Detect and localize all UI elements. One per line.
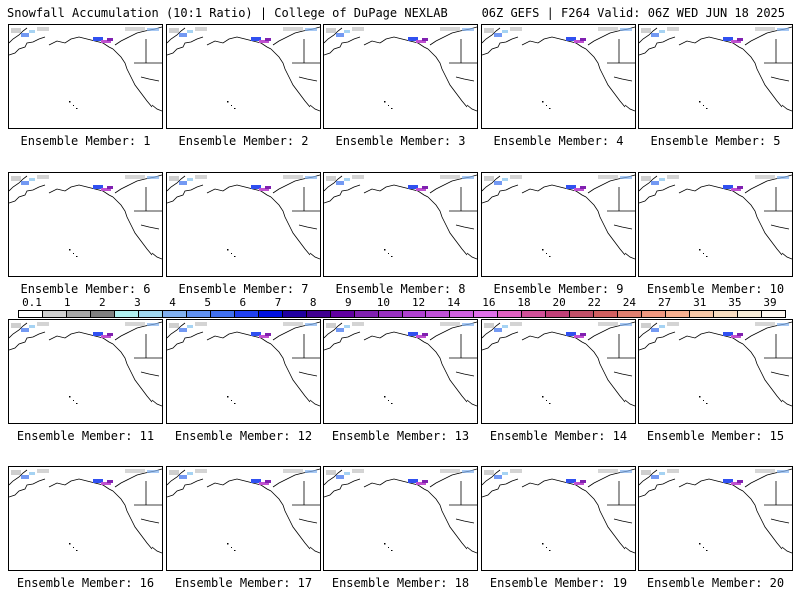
colorbar-swatch bbox=[114, 311, 139, 317]
colorbar-swatch bbox=[162, 311, 187, 317]
ensemble-member-map bbox=[8, 466, 163, 571]
colorbar-tick-label: 24 bbox=[622, 296, 637, 309]
ensemble-member-map bbox=[481, 319, 636, 424]
colorbar-tick-label: 31 bbox=[693, 296, 707, 309]
colorbar-tick-labels: 0.1 1 2 3 4 5 6 7 8 9 10 12 14 16 18 20 22 24 27 31 35 39 bbox=[18, 296, 786, 310]
ensemble-member-map bbox=[323, 172, 478, 277]
ensemble-member-label: Ensemble Member: 17 bbox=[174, 576, 313, 590]
ensemble-member-label: Ensemble Member: 14 bbox=[489, 429, 628, 443]
colorbar-swatch bbox=[498, 311, 523, 317]
ensemble-member-map bbox=[481, 24, 636, 129]
colorbar-swatch bbox=[570, 311, 595, 317]
ensemble-member-label: Ensemble Member: 19 bbox=[489, 576, 628, 590]
colorbar-swatch bbox=[522, 311, 547, 317]
colorbar-tick-label: 8 bbox=[309, 296, 317, 309]
ensemble-member-label: Ensemble Member: 11 bbox=[16, 429, 155, 443]
colorbar-swatch bbox=[618, 311, 643, 317]
colorbar-swatch bbox=[450, 311, 475, 317]
colorbar-swatch bbox=[234, 311, 259, 317]
colorbar-swatch bbox=[186, 311, 211, 317]
colorbar-tick-label: 2 bbox=[98, 296, 106, 309]
colorbar-swatch bbox=[42, 311, 67, 317]
colorbar-swatch bbox=[762, 311, 785, 317]
colorbar-swatch bbox=[258, 311, 283, 317]
ensemble-member-label: Ensemble Member: 13 bbox=[331, 429, 470, 443]
ensemble-member-map bbox=[638, 319, 793, 424]
colorbar-tick-label: 20 bbox=[552, 296, 566, 309]
ensemble-member-map bbox=[166, 466, 321, 571]
colorbar-swatch bbox=[138, 311, 163, 317]
ensemble-member-label: Ensemble Member: 2 bbox=[178, 134, 309, 148]
ensemble-member-map bbox=[323, 24, 478, 129]
ensemble-member-label: Ensemble Member: 20 bbox=[646, 576, 785, 590]
ensemble-member-label: Ensemble Member: 10 bbox=[646, 282, 785, 296]
ensemble-member-label: Ensemble Member: 18 bbox=[331, 576, 470, 590]
colorbar-tick-label: 5 bbox=[204, 296, 212, 309]
colorbar-swatch bbox=[426, 311, 451, 317]
colorbar-tick-label: 12 bbox=[411, 296, 426, 309]
colorbar-swatch bbox=[402, 311, 427, 317]
header: Snowfall Accumulation (10:1 Ratio) | Col… bbox=[0, 0, 800, 24]
colorbar-swatch bbox=[546, 311, 571, 317]
ensemble-member-label: Ensemble Member: 5 bbox=[650, 134, 781, 148]
colorbar-tick-label: 27 bbox=[657, 296, 672, 309]
colorbar-swatch bbox=[666, 311, 691, 317]
colorbar-tick-label: 7 bbox=[274, 296, 282, 309]
colorbar-tick-label: 39 bbox=[763, 296, 777, 309]
colorbar-swatch bbox=[690, 311, 715, 317]
ensemble-member-map bbox=[8, 24, 163, 129]
colorbar-tick-label: 35 bbox=[728, 296, 742, 309]
ensemble-member-map bbox=[638, 172, 793, 277]
colorbar-tick-label: 16 bbox=[482, 296, 496, 309]
colorbar-tick-label: 4 bbox=[169, 296, 176, 309]
colorbar-swatch bbox=[330, 311, 355, 317]
chart-title: Snowfall Accumulation (10:1 Ratio) | Col… bbox=[7, 6, 448, 20]
colorbar-tick-label: 9 bbox=[344, 296, 352, 309]
ensemble-member-map bbox=[166, 172, 321, 277]
ensemble-member-label: Ensemble Member: 8 bbox=[335, 282, 466, 296]
colorbar-swatch bbox=[474, 311, 499, 317]
run-valid-time: 06Z GEFS | F264 Valid: 06Z WED JUN 18 20… bbox=[481, 6, 785, 20]
colorbar-swatch bbox=[594, 311, 619, 317]
ensemble-member-label: Ensemble Member: 7 bbox=[178, 282, 309, 296]
colorbar-swatch bbox=[19, 311, 43, 317]
ensemble-member-label: Ensemble Member: 16 bbox=[16, 576, 155, 590]
colorbar-tick-label: 1 bbox=[63, 296, 71, 309]
colorbar-swatch bbox=[66, 311, 91, 317]
colorbar-tick-label: 22 bbox=[587, 296, 601, 309]
ensemble-member-label: Ensemble Member: 4 bbox=[493, 134, 624, 148]
ensemble-member-label: Ensemble Member: 1 bbox=[20, 134, 151, 148]
ensemble-member-map bbox=[323, 466, 478, 571]
colorbar bbox=[18, 310, 786, 318]
colorbar-swatch bbox=[738, 311, 763, 317]
colorbar-swatch bbox=[378, 311, 403, 317]
ensemble-member-map bbox=[638, 466, 793, 571]
colorbar-tick-label: 10 bbox=[376, 296, 391, 309]
ensemble-member-map bbox=[481, 466, 636, 571]
colorbar-swatch bbox=[210, 311, 235, 317]
colorbar-tick-label: 3 bbox=[134, 296, 141, 309]
colorbar-swatch bbox=[306, 311, 331, 317]
colorbar-swatch bbox=[642, 311, 667, 317]
ensemble-member-label: Ensemble Member: 3 bbox=[335, 134, 466, 148]
ensemble-member-label: Ensemble Member: 6 bbox=[20, 282, 151, 296]
ensemble-member-map bbox=[166, 319, 321, 424]
ensemble-member-map bbox=[8, 319, 163, 424]
ensemble-member-map bbox=[166, 24, 321, 129]
colorbar-tick-label: 14 bbox=[447, 296, 461, 309]
colorbar-swatch bbox=[714, 311, 739, 317]
ensemble-member-map bbox=[638, 24, 793, 129]
ensemble-member-label: Ensemble Member: 15 bbox=[646, 429, 785, 443]
colorbar-swatch bbox=[354, 311, 379, 317]
ensemble-member-label: Ensemble Member: 12 bbox=[174, 429, 313, 443]
ensemble-member-map bbox=[323, 319, 478, 424]
colorbar-tick-label: 6 bbox=[239, 296, 247, 309]
colorbar-tick-label: 0.1 bbox=[22, 296, 42, 309]
ensemble-member-map bbox=[8, 172, 163, 277]
colorbar-swatch bbox=[90, 311, 115, 317]
ensemble-member-label: Ensemble Member: 9 bbox=[493, 282, 624, 296]
colorbar-swatch bbox=[282, 311, 307, 317]
ensemble-member-map bbox=[481, 172, 636, 277]
colorbar-tick-label: 18 bbox=[517, 296, 531, 309]
